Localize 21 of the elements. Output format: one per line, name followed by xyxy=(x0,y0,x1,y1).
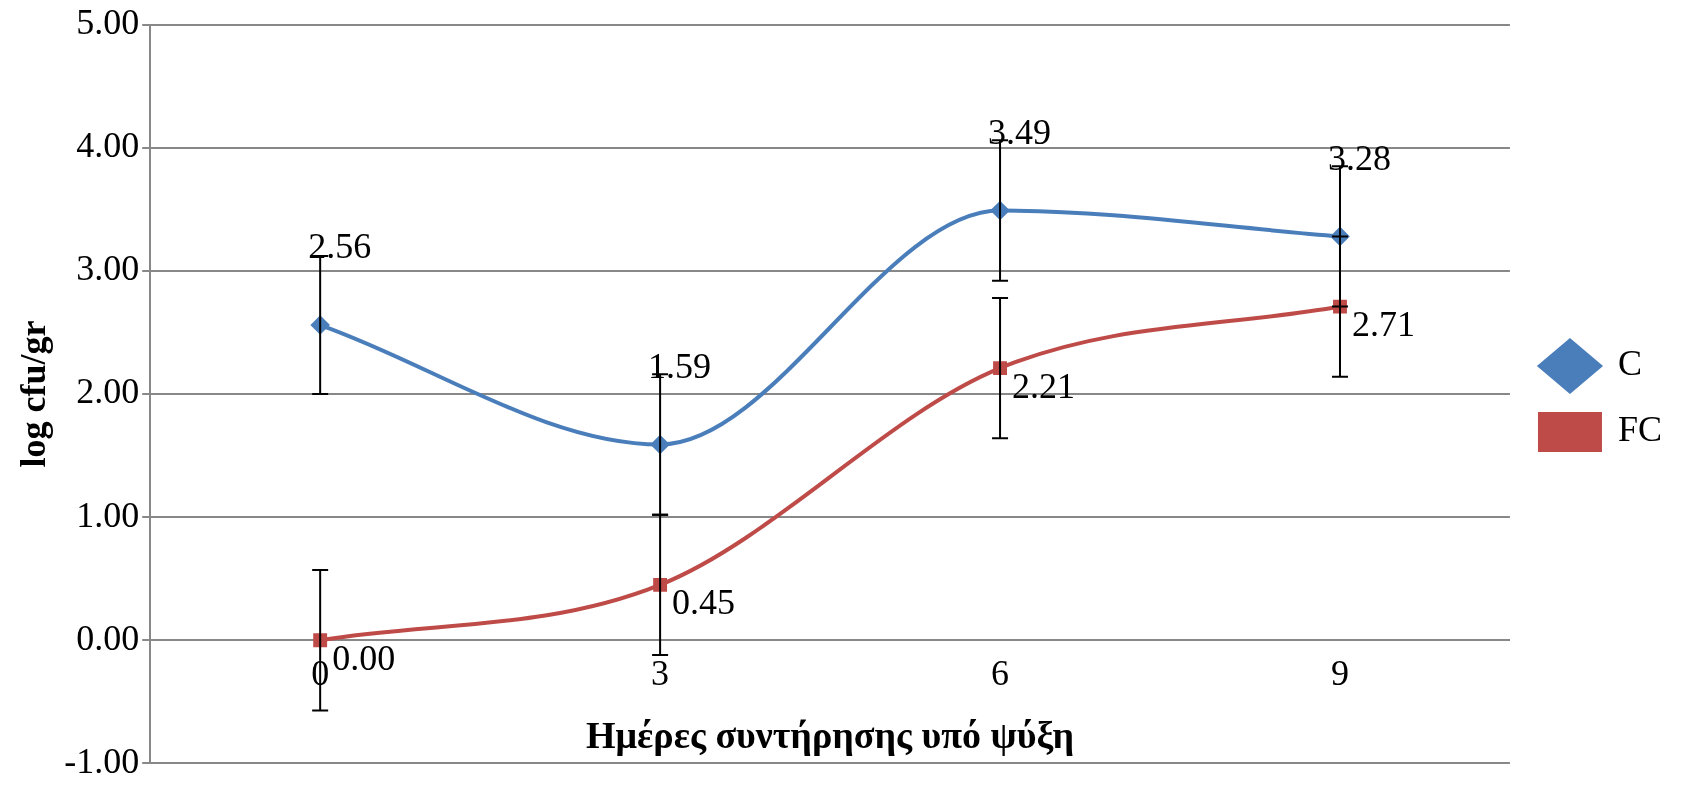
x-tick-label: 6 xyxy=(991,653,1010,694)
data-label: 3.28 xyxy=(1327,137,1391,178)
y-tick-label: 4.00 xyxy=(76,125,140,166)
data-label: 0.45 xyxy=(672,582,736,623)
data-label: 3.49 xyxy=(988,111,1052,152)
y-tick-label: 5.00 xyxy=(76,2,140,43)
x-tick-label: 9 xyxy=(1330,653,1349,694)
data-label: 2.21 xyxy=(1012,365,1076,406)
legend-label: FC xyxy=(1617,409,1663,450)
y-tick-label: 1.00 xyxy=(76,494,140,535)
y-tick-label: 0.00 xyxy=(76,617,140,658)
data-label: 1.59 xyxy=(648,345,712,386)
y-axis-title: log cfu/gr xyxy=(12,320,53,468)
x-axis-title: Ημέρες συντήρησης υπό ψύξη xyxy=(585,714,1075,757)
data-label: 0.00 xyxy=(332,637,396,678)
x-tick-label: 3 xyxy=(651,653,670,694)
y-tick-label: 2.00 xyxy=(76,371,140,412)
y-tick-label: -1.00 xyxy=(64,740,140,781)
data-label: 2.71 xyxy=(1351,304,1415,345)
legend-label: C xyxy=(1617,343,1642,384)
y-tick-label: 3.00 xyxy=(76,248,140,289)
